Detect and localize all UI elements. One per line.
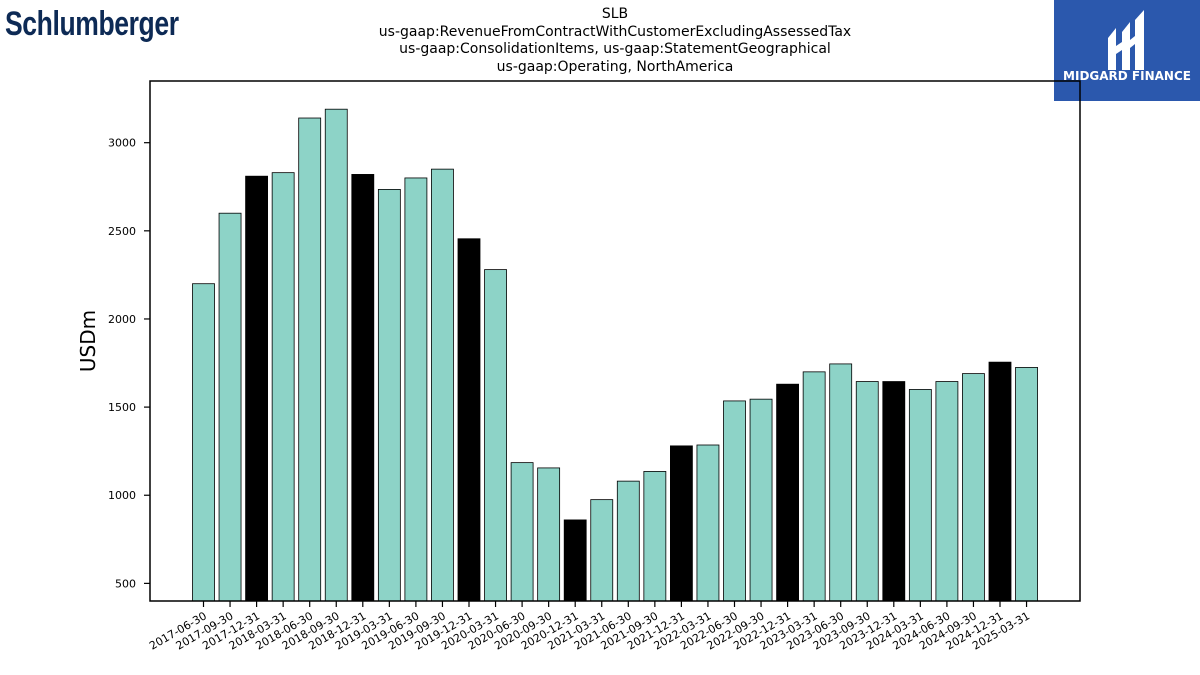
bar — [245, 175, 269, 602]
y-tick-label: 3000 — [108, 137, 136, 150]
bar — [218, 212, 242, 602]
bar — [192, 283, 215, 602]
bar — [855, 381, 879, 602]
bar — [670, 445, 693, 602]
bar — [563, 519, 587, 602]
bar — [696, 444, 720, 602]
brand-name: MIDGARD FINANCE — [1063, 69, 1191, 83]
chart-title: SLB us-gaap:RevenueFromContractWithCusto… — [300, 6, 930, 76]
bar — [1015, 367, 1038, 602]
chart-title-line: us-gaap:RevenueFromContractWithCustomerE… — [378, 23, 852, 40]
bar — [537, 467, 561, 602]
bar — [723, 400, 746, 602]
bar — [802, 371, 826, 602]
bar — [962, 373, 985, 602]
company-logo: Schlumberger — [5, 5, 179, 43]
chart-title-line: us-gaap:Operating, NorthAmerica — [496, 58, 734, 75]
bar — [404, 177, 428, 602]
bar — [935, 381, 959, 602]
y-axis-title: USDm — [76, 310, 100, 372]
plot-frame — [149, 80, 1081, 602]
bar — [298, 117, 322, 602]
bar — [590, 499, 614, 602]
bar — [616, 480, 640, 602]
bar — [643, 471, 667, 602]
bar — [457, 238, 481, 602]
bar — [324, 108, 348, 602]
chart-title-line: SLB — [601, 6, 629, 22]
brand-logo: MIDGARD FINANCE — [1054, 0, 1200, 101]
x-axis: 2017-06-302017-09-302017-12-312018-03-31… — [147, 601, 1032, 653]
bar — [377, 189, 401, 602]
bar — [271, 172, 295, 602]
midgard-logo-icon — [1108, 10, 1144, 70]
bars-layer — [192, 108, 1038, 602]
bar — [776, 383, 799, 602]
bar — [908, 389, 932, 602]
chart-title-line: us-gaap:ConsolidationItems, us-gaap:Stat… — [399, 41, 831, 57]
y-axis: 500 1000 1500 2000 2500 3000 — [108, 137, 150, 590]
bar — [510, 462, 534, 602]
bar — [882, 381, 906, 602]
y-tick-label: 500 — [115, 577, 136, 590]
y-tick-label: 1500 — [108, 401, 136, 414]
bar — [988, 361, 1012, 602]
bar — [351, 174, 375, 602]
y-tick-label: 1000 — [108, 489, 136, 502]
y-tick-label: 2000 — [108, 313, 136, 326]
bar — [829, 363, 853, 602]
bar — [484, 269, 507, 602]
y-tick-label: 2500 — [108, 225, 136, 238]
bar — [749, 398, 773, 602]
bar — [431, 168, 454, 602]
